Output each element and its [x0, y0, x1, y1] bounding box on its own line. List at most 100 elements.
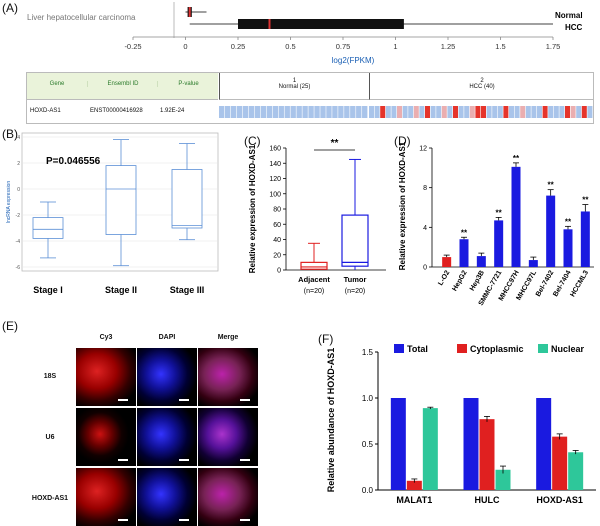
micro-18s-cy3 — [76, 348, 136, 406]
panel-f-bar — [495, 469, 511, 490]
cell-ensembl: ENST00000416928 — [90, 108, 143, 114]
panel-d-sig-label: ** — [461, 228, 468, 237]
panel-d-category-label: HCCML3 — [569, 269, 590, 298]
panel-f-category-label: HULC — [475, 495, 500, 505]
heat-cell-normal — [242, 106, 249, 118]
heat-cell-hcc — [553, 106, 559, 118]
heat-cell-hcc — [537, 106, 542, 118]
col-header-merge: Merge — [217, 334, 239, 341]
heat-cell-hcc — [385, 106, 391, 118]
panel-d-category-label: HepG2 — [451, 269, 468, 292]
micro-u6-cy3 — [76, 408, 136, 466]
panel-d-bar — [511, 166, 521, 267]
heat-cell-hcc — [441, 106, 447, 118]
legend-hcc-label: HCC — [565, 23, 583, 32]
panel-d-bar — [546, 195, 556, 267]
heatmap-strip — [219, 106, 593, 118]
micro-hoxd-dapi — [137, 468, 197, 526]
heat-cell-normal — [230, 106, 237, 118]
heat-cell-hcc — [486, 106, 492, 118]
panel-b-ytick-label: -4 — [16, 239, 21, 245]
heat-cell-hcc — [436, 106, 442, 118]
panel-f-bar — [390, 398, 406, 490]
heat-cell-hcc — [402, 106, 408, 118]
panel-b-category-label: Stage I — [33, 285, 63, 295]
panel-d-ytick-label: 12 — [419, 146, 427, 153]
panel-label-e: (E) — [2, 319, 18, 333]
heat-cell-hcc — [458, 106, 464, 118]
col-header-dapi: DAPI — [158, 334, 176, 341]
panel-c-ytick-label: 120 — [269, 176, 281, 183]
panel-c-box — [300, 261, 328, 270]
heat-cell-hcc — [469, 106, 475, 118]
panel-d-sig-label: ** — [582, 196, 589, 205]
panel-c-sig-label: ** — [331, 138, 339, 149]
heat-cell-hcc — [531, 106, 537, 118]
panel-c-ytick-label: 40 — [273, 237, 281, 244]
panel-a-xtick-label: 1.25 — [441, 42, 456, 51]
heat-cell-normal — [308, 106, 314, 118]
panel-d-sig-label: ** — [513, 154, 520, 163]
col-header-cy3: Cy3 — [99, 334, 113, 341]
panel-a-xtick-label: -0.25 — [124, 42, 141, 51]
heat-cell-hcc — [509, 106, 514, 118]
heat-cell-hcc — [419, 106, 425, 118]
heat-cell-normal — [278, 106, 284, 118]
panel-b-box — [171, 169, 203, 229]
panel-f-legend-swatch — [457, 344, 467, 353]
heat-cell-hcc — [380, 106, 386, 118]
micro-u6-dapi — [137, 408, 197, 466]
panel-a-xlabel: log2(FPKM) — [332, 56, 375, 65]
panel-b-annotation: P=0.046556 — [46, 156, 101, 167]
heat-cell-normal — [272, 106, 278, 118]
panel-f-bar — [422, 408, 438, 490]
panel-b-category-label: Stage II — [105, 285, 137, 295]
panel-f-ytick-label: 0.0 — [362, 486, 374, 495]
panel-b-ytick-label: -6 — [16, 265, 21, 271]
heat-cell-normal — [248, 106, 255, 118]
panel-d-sig-label: ** — [548, 181, 555, 190]
row-label-hoxd: HOXD-AS1 — [31, 495, 69, 502]
panel-c-ytick-label: 160 — [269, 146, 281, 153]
panel-b-ytick-label: -2 — [16, 213, 21, 219]
panel-c-n-label: (n=20) — [345, 288, 365, 295]
heat-cell-normal — [350, 106, 356, 118]
heat-cell-hcc — [408, 106, 414, 118]
heat-cell-hcc — [520, 106, 526, 118]
heat-cell-hcc — [587, 106, 593, 118]
panel-c-ytick-label: 60 — [273, 222, 281, 229]
heat-cell-normal — [362, 106, 368, 118]
heat-cell-normal — [236, 106, 243, 118]
micro-u6-merge — [198, 408, 258, 466]
heat-cell-hcc — [570, 106, 576, 118]
panel-d-bar — [459, 239, 469, 267]
panel-a-xtick-label: 1 — [393, 42, 397, 51]
panel-b-ytick-label: 0 — [17, 187, 20, 193]
panel-b-ylabel: lncRNA expression — [6, 181, 12, 223]
panel-d-bar — [442, 257, 452, 267]
panel-a-xtick-label: 1.5 — [495, 42, 505, 51]
panel-a-boxplot: Liver hepatocellular carcinoma -0.25 0 0.2… — [27, 2, 583, 65]
heat-cell-normal — [338, 106, 344, 118]
panel-b-box — [32, 217, 64, 239]
panel-c-category-label: Tumor — [344, 275, 367, 284]
panel-f-legend-label: Cytoplasmic — [470, 344, 524, 354]
panel-f-bar — [406, 480, 422, 490]
panel-a-xtick-label: 0 — [183, 42, 187, 51]
heat-cell-normal — [302, 106, 308, 118]
group-hcc-number: 2 — [480, 78, 484, 84]
panel-f-bar — [479, 419, 495, 490]
cell-gene: HOXD-AS1 — [30, 108, 61, 114]
panel-d-ytick-label: 4 — [423, 225, 427, 232]
panel-d-bar — [580, 211, 590, 267]
panel-c-ytick-label: 0 — [277, 268, 281, 275]
heat-cell-hcc — [425, 106, 430, 118]
row-label-18s: 18S — [43, 373, 57, 380]
heat-cell-normal — [254, 106, 261, 118]
heat-cell-hcc — [464, 106, 470, 118]
panel-label-b: (B) — [2, 127, 18, 141]
heat-cell-normal — [219, 106, 225, 118]
panel-b-boxplot: -6 -4 -2 0 2 4 lncRNA expression P=0.046556 S… — [6, 132, 219, 295]
panel-b-ytick-label: 2 — [17, 161, 20, 167]
heat-cell-hcc — [514, 106, 520, 118]
